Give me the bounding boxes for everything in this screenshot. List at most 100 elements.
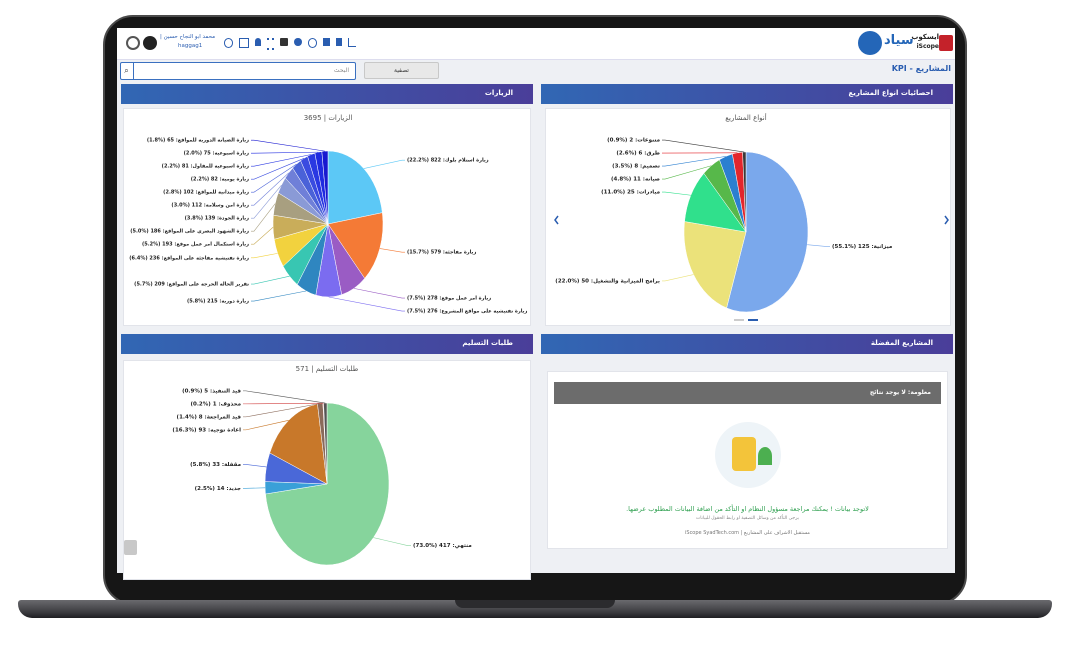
data-label: تصميم: 8 (%3.5) (612, 164, 660, 170)
brand-arabic[interactable]: ايسكوب (911, 33, 939, 41)
data-label: زيارة دورية: 215 (%5.8) (187, 299, 249, 305)
data-label: تقرير الحالة الحرجة على المواقع: 209 (%5… (134, 282, 249, 288)
data-label: زيارة تفتيشية على مواقع المشروع: 276 (%7… (407, 309, 527, 315)
leader-line (662, 165, 712, 180)
scroll-top-button[interactable] (124, 540, 137, 555)
user-id[interactable]: haggag1 (178, 43, 203, 49)
panel-header: طلبات التسليم (121, 334, 533, 354)
leader-line (251, 253, 278, 259)
help-icon[interactable] (294, 38, 302, 46)
leader-line (251, 151, 319, 154)
illustration-pencil (732, 437, 756, 471)
brand-english[interactable]: iScope (916, 43, 939, 50)
chart-title: الزيارات | 3695 (304, 114, 353, 122)
leader-line (328, 296, 405, 312)
search-box[interactable]: البحث (120, 62, 356, 80)
leader-line (662, 156, 726, 167)
data-label: زيارة ميدانية للمواقع: 102 (%2.8) (163, 190, 249, 196)
pie-slice (327, 150, 383, 225)
leader-line (807, 244, 830, 247)
laptop-base (18, 600, 1052, 618)
leader-line (243, 402, 324, 405)
chart-icon[interactable] (347, 38, 356, 47)
data-label: اعادة توجيه: 93 (%16.3) (172, 427, 241, 433)
pie-slice (683, 221, 747, 309)
leader-line (353, 288, 405, 299)
data-label: زيارة استكمال امر عمل موقع: 193 (%5.2) (142, 242, 249, 248)
filter-button[interactable]: تصفية (364, 62, 439, 79)
leader-line (243, 420, 289, 431)
toolbar-icons (224, 38, 356, 50)
mail-icon[interactable] (239, 38, 249, 48)
leader-line (379, 248, 405, 253)
leader-line (243, 403, 321, 418)
empty-hint: يرجى التأكد من وسائل التصفية او رابط الح… (696, 516, 799, 521)
empty-footer: مستقبل الاشراف على المشاريع | iScope Sya… (685, 530, 810, 536)
book-icon[interactable] (323, 38, 330, 46)
pie-slice (742, 151, 747, 233)
data-label: صيانه: 11 (%4.8) (611, 177, 660, 183)
leader-line (243, 487, 266, 489)
empty-message: لاتوجد بيانات ! يمكنك مراجعة مسؤول النظا… (626, 505, 869, 513)
leader-line (363, 159, 405, 169)
data-label: جديد: 14 (%2.5) (195, 486, 241, 492)
panel-header: الزيارات (121, 84, 533, 104)
carousel-dot[interactable] (748, 319, 758, 321)
data-label: مقفلة: 33 (%5.8) (190, 462, 241, 468)
avatar-photo[interactable] (143, 36, 157, 50)
print-icon[interactable] (280, 38, 289, 46)
data-label: زيارة تفتيشية مفاجئة على المواقع: 236 (%… (129, 255, 249, 261)
leader-line (251, 154, 312, 167)
laptop-groove (455, 600, 615, 608)
data-label: مبادرات: 25 (%11.0) (601, 190, 660, 196)
leader-line (243, 390, 326, 404)
leader-line (662, 191, 691, 196)
data-label: قيد المراجعة: 8 (%1.4) (177, 414, 242, 420)
data-label: زيارة يومية: 82 (%2.2) (191, 177, 249, 183)
data-label: زيارة استلام بلوك: 822 (%22.2) (407, 158, 489, 164)
leader-line (662, 139, 745, 153)
brand-logo[interactable] (939, 35, 953, 51)
leader-line (251, 139, 325, 152)
data-label: زيارة اسبوعية: 75 (%2.0) (184, 151, 250, 157)
data-label: منتهي: 417 (%73.0) (413, 543, 472, 549)
file-icon[interactable] (335, 38, 342, 46)
carousel-prev[interactable] (554, 215, 559, 225)
pie-slice (327, 212, 384, 279)
data-label: طرق: 6 (%2.6) (616, 151, 660, 157)
company-logo[interactable] (858, 31, 882, 55)
avatar[interactable] (126, 36, 140, 50)
breadcrumb[interactable]: KPI - المشاريع (891, 64, 951, 73)
chart-title: أنواع المشاريع (725, 113, 766, 122)
settings-icon[interactable] (224, 38, 234, 48)
chart-title: طلبات التسليم | 571 (296, 365, 359, 373)
leader-line (251, 203, 276, 232)
panel-header: احصائيات انواع المشاريع (541, 84, 953, 104)
carousel-dot[interactable] (734, 319, 744, 321)
leader-line (251, 163, 297, 193)
data-label: زيارة امن وسلامة: 112 (%3.0) (171, 203, 249, 209)
search-icon[interactable]: ⌕ (120, 62, 134, 80)
data-label: زيارة اسبوعية للمقاول: 81 (%2.2) (162, 164, 249, 170)
data-label: زيارة الصيانة الدورية للمواقع: 65 (%1.8) (147, 138, 249, 144)
user-name[interactable]: محمد ابو النجاح حسين | (160, 34, 216, 40)
bell-icon[interactable] (254, 38, 261, 46)
pie-slice (321, 150, 329, 225)
leader-line (243, 464, 267, 468)
data-label: قيد التنفيذ: 5 (%0.9) (182, 388, 241, 394)
pie-slice (323, 402, 328, 485)
data-label: برامج الميزانية والتشغيل: 50 (%22.0) (555, 278, 660, 284)
carousel-next[interactable] (944, 215, 949, 225)
leader-line (373, 537, 411, 546)
illustration-plant (758, 447, 772, 465)
leader-line (251, 275, 290, 285)
leader-line (251, 227, 274, 245)
data-label: زيارة مفاجئة: 579 (%15.7) (407, 250, 476, 256)
company-name[interactable]: سياد (884, 33, 914, 48)
data-label: محذوف: 1 (%0.2) (190, 401, 241, 407)
list-icon[interactable] (266, 38, 275, 50)
support-icon[interactable] (307, 38, 318, 48)
data-label: زيارة امر عمل موقع: 278 (%7.5) (407, 296, 491, 302)
data-label: زيارة الجودة: 139 (%3.8) (185, 216, 250, 222)
